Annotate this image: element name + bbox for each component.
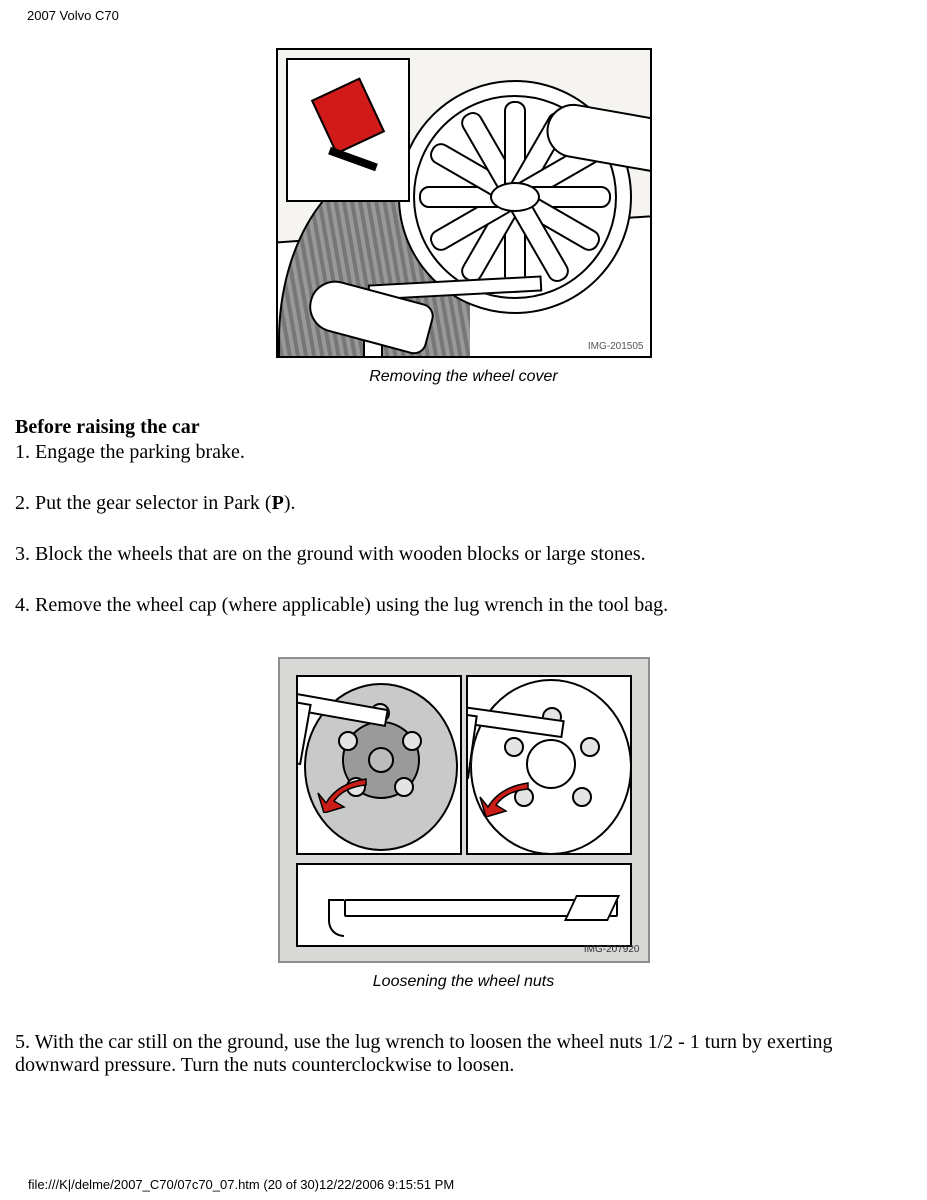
panel-steel-wheel <box>466 675 632 855</box>
wheel-hub <box>490 182 540 212</box>
figure-wheel-cover: IMG-201505 Removing the wheel cover <box>15 48 912 386</box>
image-reference-tag: IMG-201505 <box>588 341 644 352</box>
lug-bolt-icon <box>580 737 600 757</box>
figure-wheel-cover-image: IMG-201505 <box>276 48 652 358</box>
figure-loosen-nuts: IMG-207920 Loosening the wheel nuts <box>15 657 912 991</box>
wheel-center-cap <box>368 747 394 773</box>
image-reference-tag: IMG-207920 <box>584 944 640 955</box>
step-3: 3. Block the wheels that are on the grou… <box>15 543 912 566</box>
figure-loosen-nuts-caption: Loosening the wheel nuts <box>15 973 912 991</box>
arrow-ccw-icon <box>316 773 376 813</box>
arrow-ccw-icon <box>478 777 538 817</box>
warning-triangle-icon <box>310 77 384 154</box>
page-header-title: 2007 Volvo C70 <box>27 8 912 23</box>
inset-handle <box>328 147 378 172</box>
figure-wheel-cover-caption: Removing the wheel cover <box>15 368 912 386</box>
step-2-bold: P <box>272 492 284 514</box>
step-5: 5. With the car still on the ground, use… <box>15 1031 912 1077</box>
section-heading-before-raising: Before raising the car <box>15 416 912 439</box>
page-footer-path: file:///K|/delme/2007_C70/07c70_07.htm (… <box>28 1177 454 1192</box>
step-1: 1. Engage the parking brake. <box>15 441 912 464</box>
figure-loosen-nuts-image: IMG-207920 <box>278 657 650 963</box>
step-2: 2. Put the gear selector in Park (P). <box>15 492 912 515</box>
step-4: 4. Remove the wheel cap (where applicabl… <box>15 594 912 617</box>
lug-bolt-icon <box>394 777 414 797</box>
lug-bolt-icon <box>572 787 592 807</box>
figure-inset <box>286 58 410 202</box>
manual-page: 2007 Volvo C70 <box>0 0 927 1200</box>
panel-wrench-tool <box>296 863 632 947</box>
lug-wrench-bend <box>328 899 344 937</box>
step-2-post: ). <box>284 492 296 514</box>
panel-alloy-wheel <box>296 675 462 855</box>
lug-bolt-icon <box>402 731 422 751</box>
lug-bolt-icon <box>338 731 358 751</box>
lug-bolt-icon <box>504 737 524 757</box>
step-2-pre: 2. Put the gear selector in Park ( <box>15 492 272 514</box>
